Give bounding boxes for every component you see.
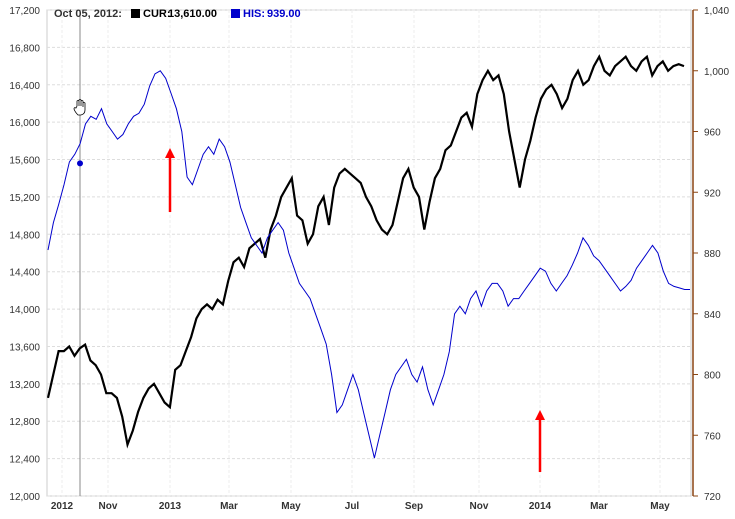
legend-date: Oct 05, 2012: (54, 8, 122, 20)
y-left-tick-label: 13,600 (9, 342, 40, 353)
x-tick-label: Mar (590, 501, 608, 512)
legend: Oct 05, 2012: CUR: 13,610.00 HIS: 939.00 (54, 8, 301, 20)
red-arrow-icon (535, 410, 545, 472)
x-tick-label: Jul (345, 501, 360, 512)
hand-cursor-icon (73, 99, 86, 116)
y-left-tick-label: 12,000 (9, 492, 40, 503)
series-group (46, 54, 690, 459)
y-right-tick-label: 840 (704, 310, 721, 321)
red-arrow-icon (165, 148, 175, 212)
x-tick-label: 2012 (51, 501, 74, 512)
gridlines (47, 9, 691, 497)
series-line-his[interactable] (47, 70, 690, 459)
y-left-tick-label: 12,800 (9, 417, 40, 428)
y-left-tick-label: 16,400 (9, 81, 40, 92)
y-left-tick-label: 15,200 (9, 193, 40, 204)
y-axis-left: 12,000 12,400 12,800 13,200 13,600 14,000 14,4… (9, 6, 40, 503)
x-axis: 2012 Nov 2013 Mar May Jul Sep Nov 2014 Mar May (51, 501, 670, 512)
y-left-tick-label: 16,800 (9, 43, 40, 54)
y-left-tick-label: 14,000 (9, 305, 40, 316)
y-left-tick-label: 15,600 (9, 156, 40, 167)
y-left-tick-label: 14,800 (9, 230, 40, 241)
legend-his-label: HIS: (243, 8, 265, 20)
legend-swatch-his (231, 9, 240, 18)
y-left-tick-label: 17,200 (9, 6, 40, 17)
y-right-tick-label: 960 (704, 128, 721, 139)
y-left-tick-label: 16,000 (9, 118, 40, 129)
legend-cur-value: 13,610.00 (168, 8, 217, 20)
x-tick-label: May (650, 501, 670, 512)
annotations (165, 148, 545, 472)
y-right-tick-label: 760 (704, 431, 721, 442)
x-tick-label: Sep (405, 501, 423, 512)
legend-swatch-cur (131, 9, 140, 18)
y-right-tick-label: 920 (704, 188, 721, 199)
plot-area (46, 9, 692, 497)
x-tick-label: Nov (470, 501, 489, 512)
y-right-tick-label: 800 (704, 371, 721, 382)
x-tick-label: 2013 (159, 501, 182, 512)
y-right-tick-label: 1,000 (704, 67, 729, 78)
x-tick-label: May (281, 501, 301, 512)
y-left-tick-label: 12,400 (9, 455, 40, 466)
y-left-tick-label: 14,400 (9, 268, 40, 279)
x-tick-label: 2014 (529, 501, 552, 512)
crosshair-marker-his (77, 160, 83, 167)
y-right-tick-label: 720 (704, 492, 721, 503)
y-left-tick-label: 13,200 (9, 380, 40, 391)
y-right-tick-label: 880 (704, 249, 721, 260)
x-tick-label: Mar (220, 501, 238, 512)
x-tick-label: Nov (99, 501, 118, 512)
legend-cur-label: CUR: (143, 8, 171, 20)
y-right-tick-label: 1,040 (704, 6, 729, 17)
y-axis-right: 720 760 800 840 880 920 960 1,000 1,040 (693, 6, 729, 503)
series-line-cur[interactable] (46, 54, 685, 449)
legend-his-value: 939.00 (267, 8, 301, 20)
